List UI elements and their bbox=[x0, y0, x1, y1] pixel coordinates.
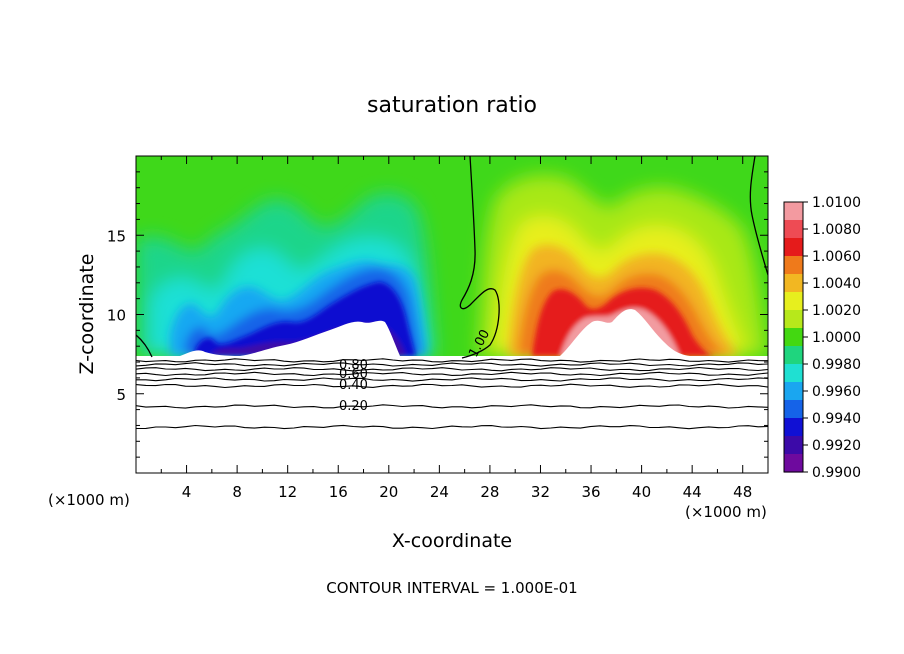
contour-line-0 bbox=[136, 358, 768, 363]
colorbar-swatch-6 bbox=[784, 310, 803, 329]
contour-label-0-20: 0.20 bbox=[339, 399, 368, 414]
colorbar-label-3: 1.0040 bbox=[812, 276, 861, 292]
colorbar-label-5: 1.0000 bbox=[812, 330, 861, 346]
x-tick-label-48: 48 bbox=[733, 483, 752, 501]
contour-line-1 bbox=[136, 362, 768, 367]
colorbar-swatch-2 bbox=[784, 238, 803, 257]
x-tick-label-8: 8 bbox=[232, 483, 242, 501]
colorbar-swatch-11 bbox=[784, 400, 803, 419]
colorbar: 1.0100 1.0080 1.0060 1.0040 1.0020 1.0000 0.99… bbox=[783, 195, 861, 481]
colorbar-label-1: 1.0080 bbox=[812, 222, 861, 238]
y-axis-tick-labels: 5 10 15 bbox=[107, 227, 126, 404]
x-tick-label-32: 32 bbox=[531, 483, 550, 501]
x-tick-label-40: 40 bbox=[632, 483, 651, 501]
colorbar-swatch-7 bbox=[784, 328, 803, 347]
y-tick-label-5: 5 bbox=[116, 386, 126, 404]
contour-line-4 bbox=[136, 377, 768, 382]
contour-line-7 bbox=[136, 424, 768, 430]
contour-label-0-40: 0.40 bbox=[339, 378, 368, 393]
colorbar-swatch-14 bbox=[784, 454, 803, 473]
contour-line-5 bbox=[136, 383, 768, 389]
contour-label-0-80: 0.80 bbox=[339, 358, 368, 373]
contour-lines bbox=[136, 358, 768, 430]
colorbar-swatch-0 bbox=[784, 202, 803, 221]
x-axis-label: X-coordinate bbox=[392, 530, 512, 552]
colorbar-label-9: 0.9920 bbox=[812, 438, 861, 454]
x-unit-left: (×1000 m) bbox=[48, 491, 130, 509]
colorbar-label-10: 0.9900 bbox=[812, 465, 861, 481]
colorbar-label-4: 1.0020 bbox=[812, 303, 861, 319]
colorbar-label-2: 1.0060 bbox=[812, 249, 861, 265]
x-tick-label-16: 16 bbox=[329, 483, 348, 501]
colorbar-swatch-3 bbox=[784, 256, 803, 275]
colorbar-swatch-5 bbox=[784, 292, 803, 311]
chart-title: saturation ratio bbox=[367, 93, 537, 118]
colorbar-swatch-10 bbox=[784, 382, 803, 401]
contour-1-00-right bbox=[749, 156, 768, 276]
contour-interval-note: CONTOUR INTERVAL = 1.000E-01 bbox=[326, 579, 577, 597]
colorbar-swatch-1 bbox=[784, 220, 803, 239]
x-tick-label-12: 12 bbox=[278, 483, 297, 501]
colorbar-swatches bbox=[784, 202, 803, 473]
y-tick-label-10: 10 bbox=[107, 307, 126, 325]
colorbar-label-8: 0.9940 bbox=[812, 411, 861, 427]
x-tick-label-28: 28 bbox=[480, 483, 499, 501]
colorbar-swatch-8 bbox=[784, 346, 803, 365]
plot-area: 1.00 0.80 0.60 0.40 0.20 bbox=[136, 156, 768, 473]
colorbar-label-7: 0.9960 bbox=[812, 384, 861, 400]
colorbar-label-0: 1.0100 bbox=[812, 195, 861, 211]
y-axis-label: Z-coordinate bbox=[76, 254, 98, 375]
x-tick-label-36: 36 bbox=[581, 483, 600, 501]
colorbar-label-6: 0.9980 bbox=[812, 357, 861, 373]
x-unit-right: (×1000 m) bbox=[685, 503, 767, 521]
colorbar-swatch-9 bbox=[784, 364, 803, 383]
y-axis-ticks bbox=[136, 171, 768, 458]
x-axis-ticks bbox=[160, 156, 744, 473]
x-tick-label-4: 4 bbox=[182, 483, 192, 501]
contour-label-0-60: 0.60 bbox=[339, 367, 368, 382]
contour-line-3 bbox=[136, 371, 768, 377]
contour-line-2 bbox=[136, 366, 768, 372]
contour-line-6 bbox=[136, 404, 768, 409]
colorbar-swatch-4 bbox=[784, 274, 803, 293]
x-axis-tick-labels: 4 8 12 16 20 24 28 32 36 40 44 48 bbox=[182, 483, 752, 501]
colorbar-swatch-13 bbox=[784, 436, 803, 455]
colorbar-labels: 1.0100 1.0080 1.0060 1.0040 1.0020 1.0000 0.99… bbox=[803, 195, 861, 481]
colorbar-swatch-12 bbox=[784, 418, 803, 437]
x-tick-label-44: 44 bbox=[683, 483, 702, 501]
x-tick-label-20: 20 bbox=[379, 483, 398, 501]
x-tick-label-24: 24 bbox=[430, 483, 449, 501]
contour-1-00-left bbox=[136, 334, 153, 358]
contour-1-00 bbox=[459, 156, 500, 359]
y-tick-label-15: 15 bbox=[107, 227, 126, 245]
